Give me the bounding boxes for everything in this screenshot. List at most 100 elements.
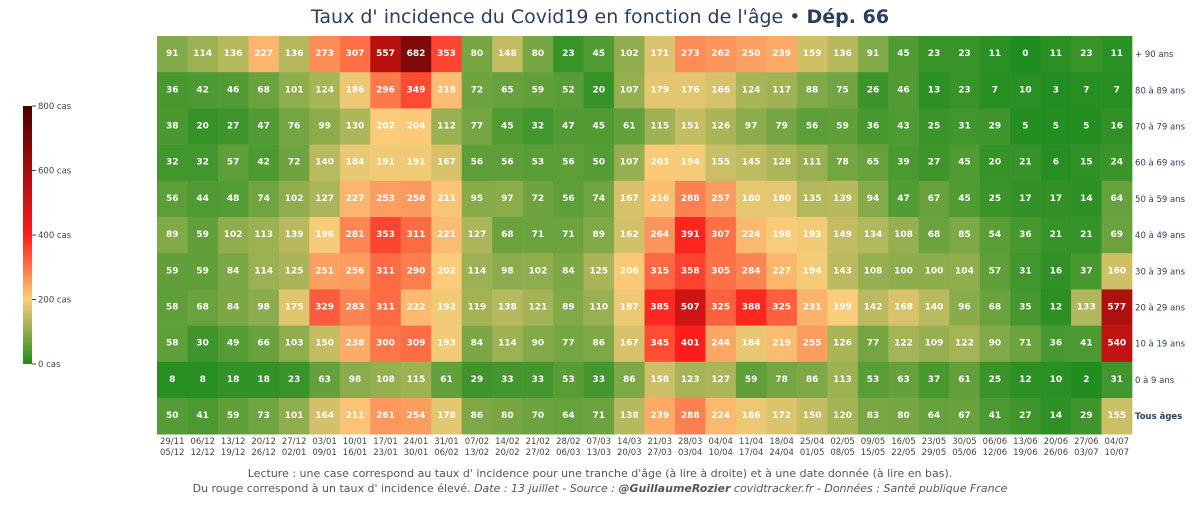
cell-value-label: 27 <box>227 122 240 132</box>
cell-value-label: 193 <box>437 339 456 349</box>
cell-value-label: 345 <box>650 339 669 349</box>
date-label-start: 20/06 <box>1044 437 1069 447</box>
colorbar <box>23 106 32 364</box>
date-label-end: 26/06 <box>1044 448 1069 458</box>
heatmap-cell <box>918 180 950 218</box>
cell-value-label: 59 <box>836 122 849 132</box>
heatmap-cell <box>705 180 737 218</box>
heatmap-cell <box>918 36 950 73</box>
cell-value-label: 262 <box>711 49 730 59</box>
cell-value-label: 158 <box>650 375 669 385</box>
cell-value-label: 258 <box>407 194 426 204</box>
heatmap-cell <box>339 253 371 290</box>
cell-value-label: 23 <box>1080 49 1093 59</box>
heatmap-cell <box>674 108 706 145</box>
heatmap-cell <box>1040 144 1072 182</box>
heatmap-cell <box>248 180 280 218</box>
heatmap-cell <box>1040 36 1072 73</box>
cell-value-label: 31 <box>1111 375 1124 385</box>
chart-title-text: Taux d' incidence du Covid19 en fonction… <box>310 6 807 28</box>
heatmap-cell <box>735 180 767 218</box>
heatmap-cell <box>644 253 676 290</box>
row-label: 70 à 79 ans <box>1135 123 1186 133</box>
cell-value-label: 219 <box>772 339 791 349</box>
cell-value-label: 48 <box>227 194 240 204</box>
cell-value-label: 5 <box>1053 122 1059 132</box>
heatmap-cell <box>1101 398 1133 435</box>
cell-value-label: 11 <box>1050 49 1063 59</box>
heatmap-cell <box>309 289 341 326</box>
heatmap-cell <box>888 289 920 326</box>
cell-value-label: 80 <box>471 49 484 59</box>
cell-value-label: 35 <box>1019 303 1032 313</box>
heatmap-cell <box>796 217 828 254</box>
heatmap-cell <box>614 180 645 218</box>
date-label-start: 04/07 <box>1105 437 1130 447</box>
cell-value-label: 46 <box>897 85 910 95</box>
cell-value-label: 222 <box>407 303 426 313</box>
cell-value-label: 204 <box>407 122 426 132</box>
cell-value-label: 44 <box>196 194 209 204</box>
heatmap-cell <box>248 398 280 435</box>
cell-value-label: 63 <box>897 375 910 385</box>
heatmap-cell <box>918 361 950 399</box>
heatmap-cell <box>309 217 341 254</box>
cell-value-label: 192 <box>437 303 456 313</box>
heatmap-cell <box>796 144 828 182</box>
cell-value-label: 250 <box>742 49 761 59</box>
heatmap-cell <box>735 144 767 182</box>
cell-value-label: 184 <box>742 339 761 349</box>
heatmap-cell <box>979 144 1011 182</box>
heatmap-cell <box>1010 398 1041 435</box>
heatmap-cell <box>857 325 889 363</box>
heatmap-cell <box>1101 36 1133 73</box>
heatmap-cell <box>705 398 737 435</box>
heatmap-cell <box>766 253 798 290</box>
heatmap-cell <box>979 289 1011 326</box>
heatmap-cell <box>766 361 798 399</box>
date-label-start: 27/12 <box>282 437 307 447</box>
cell-value-label: 68 <box>501 230 514 240</box>
cell-value-label: 57 <box>989 266 1002 276</box>
heatmap-cell <box>339 398 371 435</box>
cell-value-label: 11 <box>989 49 1002 59</box>
cell-value-label: 56 <box>562 158 575 168</box>
cell-value-label: 145 <box>742 158 761 168</box>
cell-value-label: 125 <box>589 266 608 276</box>
heatmap-cell <box>522 289 554 326</box>
heatmap-cell <box>461 325 493 363</box>
row-label: 60 à 69 ans <box>1135 159 1186 169</box>
cell-value-label: 25 <box>989 375 1002 385</box>
heatmap-cell <box>1040 108 1072 145</box>
heatmap-cell <box>857 289 889 326</box>
heatmap-cell <box>888 72 920 109</box>
cell-value-label: 199 <box>833 303 852 313</box>
cell-value-label: 68 <box>989 303 1002 313</box>
heatmap-cell <box>492 108 523 145</box>
heatmap-cell <box>644 361 676 399</box>
cell-value-label: 45 <box>593 122 606 132</box>
cell-value-label: 104 <box>955 266 974 276</box>
cell-value-label: 56 <box>806 122 819 132</box>
heatmap-cell <box>674 253 706 290</box>
cell-value-label: 540 <box>1107 339 1126 349</box>
heatmap-cell <box>674 144 706 182</box>
cell-value-label: 80 <box>532 49 545 59</box>
cell-value-label: 186 <box>742 411 761 421</box>
cell-value-label: 76 <box>288 122 301 132</box>
heatmap-cell <box>979 253 1011 290</box>
cell-value-label: 159 <box>803 49 822 59</box>
heatmap-cell <box>614 72 645 109</box>
heatmap-cell <box>766 36 798 73</box>
row-label: 50 à 59 ans <box>1135 195 1186 205</box>
cell-value-label: 6 <box>1053 158 1059 168</box>
cell-value-label: 186 <box>346 85 365 95</box>
cell-value-label: 255 <box>803 339 822 349</box>
cell-value-label: 29 <box>471 375 484 385</box>
date-label-end: 29/05 <box>922 448 947 458</box>
date-label-end: 19/12 <box>221 448 246 458</box>
cell-value-label: 78 <box>775 375 788 385</box>
heatmap-cell <box>553 289 584 326</box>
cell-value-label: 61 <box>958 375 971 385</box>
heatmap-cell <box>674 361 706 399</box>
